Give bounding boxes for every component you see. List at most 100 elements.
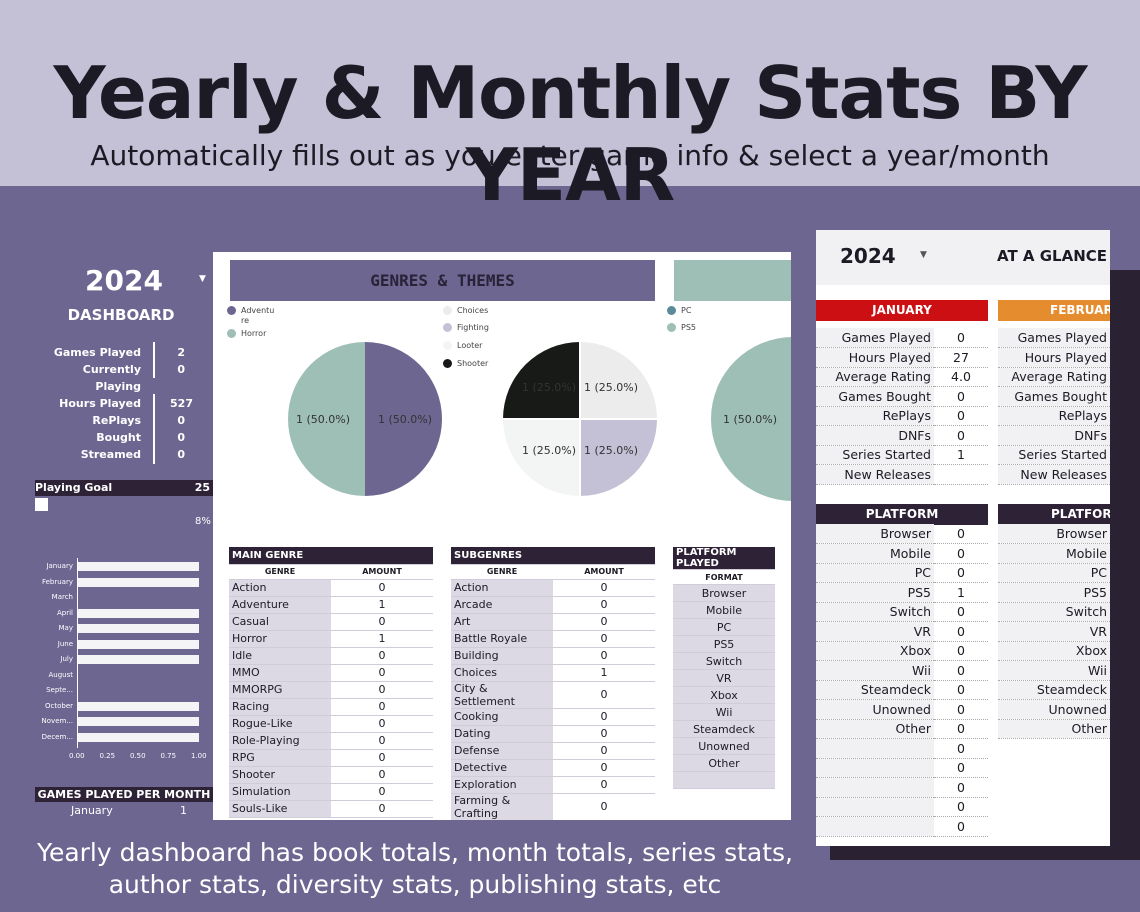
genre-cell: Casual <box>229 613 331 631</box>
chevron-down-icon[interactable]: ▼ <box>920 250 927 260</box>
legend-item: PS5 <box>667 323 722 333</box>
genre-cell: Dating <box>451 725 553 743</box>
genre-cell: MMORPG <box>229 681 331 699</box>
table-row <box>673 771 775 789</box>
format-cell: Unowned <box>673 737 775 755</box>
stat-label: Hours Played <box>816 347 934 368</box>
column-header: AMOUNT <box>553 564 655 580</box>
table-row: Unowned <box>673 737 775 755</box>
format-cell: Wii <box>673 703 775 721</box>
stat-label: Hours Played <box>59 397 141 410</box>
table-row: DNFs 0 <box>816 425 988 446</box>
amount-cell: 0 <box>331 681 433 699</box>
stat-label: Games Bought <box>816 386 934 407</box>
stat-value: 0 <box>934 758 988 778</box>
table-row: Browser 0 <box>816 524 988 544</box>
stat-label: PS5 <box>816 582 934 603</box>
genre-cell: Arcade <box>451 596 553 614</box>
table-row: Mobile <box>673 601 775 619</box>
stat-label: VR <box>816 621 934 642</box>
stat-label: PC <box>816 563 934 583</box>
year-label: 2024 <box>840 244 896 268</box>
chevron-down-icon[interactable]: ▼ <box>199 274 206 284</box>
table-row: Series Started <box>998 445 1110 465</box>
table-row: Dating 0 <box>451 725 655 743</box>
stat-label: Average Rating <box>998 367 1110 387</box>
year-label: 2024 <box>85 264 163 297</box>
amount-cell: 0 <box>331 664 433 682</box>
stat-label: Xbox <box>816 641 934 661</box>
table-row: Other <box>998 719 1110 739</box>
pie-data-label: 1 (25.0%) <box>584 381 638 394</box>
stat-label: Steamdeck <box>998 680 1110 700</box>
column-header: AMOUNT <box>331 564 433 580</box>
goal-checkbox[interactable] <box>35 498 48 511</box>
table-row: Games Bought <box>998 386 1110 407</box>
month-label: October <box>44 701 73 710</box>
dashboard-panel: 2024 ▼ DASHBOARD Games Played 2 Currentl… <box>35 252 213 820</box>
dashboard-title: DASHBOARD <box>67 306 175 324</box>
table-row: Choices 1 <box>451 664 655 682</box>
month-label: February <box>41 577 73 586</box>
genre-cell: Rogue-Like <box>229 715 331 733</box>
genre-cell: Adventure <box>229 596 331 614</box>
amount-cell: 0 <box>553 579 655 597</box>
stat-label: Mobile <box>816 543 934 564</box>
stat-label: RePlays <box>998 406 1110 426</box>
stat-label: Browser <box>998 524 1110 544</box>
at-a-glance-panel: 2024 ▼ AT A GLANCE JANUARY FEBRUARY Game… <box>816 230 1110 846</box>
footer-line-2: author stats, diversity stats, publishin… <box>108 870 722 899</box>
stat-value: 0 <box>934 386 988 407</box>
goal-label: Playing Goal <box>35 481 113 494</box>
table-row: PS5 <box>998 582 1110 603</box>
table-row: 0 <box>816 738 988 759</box>
table-row: Xbox <box>673 686 775 704</box>
month-label: Septe... <box>46 686 73 694</box>
stat-label: Series Started <box>998 445 1110 465</box>
stat-value: 0 <box>934 602 988 622</box>
format-cell: Other <box>673 754 775 772</box>
genre-cell: Souls-Like <box>229 800 331 818</box>
table-row: Steamdeck <box>998 680 1110 700</box>
pie-data-label: 1 (25.0%) <box>584 444 638 457</box>
table-row: Battle Royale 0 <box>451 630 655 648</box>
month-bar <box>77 577 199 587</box>
table-row: DNFs <box>998 425 1110 446</box>
stat-value: 0 <box>934 680 988 700</box>
amount-cell: 0 <box>331 732 433 750</box>
amount-cell: 0 <box>553 647 655 665</box>
format-cell: Mobile <box>673 601 775 619</box>
stat-label: Unowned <box>816 699 934 720</box>
amount-cell: 0 <box>553 708 655 726</box>
column-header: GENRE <box>229 564 331 580</box>
table-row: 0 <box>816 816 988 837</box>
table-row: 0 <box>816 777 988 798</box>
stat-value: 0 <box>934 660 988 681</box>
format-cell: Xbox <box>673 686 775 704</box>
month-header-february: FEBRUARY <box>998 300 1110 321</box>
genre-cell: Action <box>229 579 331 597</box>
games-per-month-header: GAMES PLAYED PER MONTH <box>35 787 213 802</box>
table-row: 0 <box>816 797 988 817</box>
table-title: MAIN GENRE <box>229 547 433 565</box>
month-bar <box>77 639 199 649</box>
subgenres-table: SUBGENRES GENRE AMOUNT Action 0 Arcade 0 Art 0… <box>451 547 655 820</box>
table-row: Games Played 0 <box>816 328 988 348</box>
stat-label <box>816 738 934 759</box>
genre-cell: Cooking <box>451 708 553 726</box>
table-row: VR 0 <box>816 621 988 642</box>
table-row: Arcade 0 <box>451 596 655 614</box>
column-header: FORMAT <box>673 569 775 585</box>
table-row: Switch <box>673 652 775 670</box>
genre-cell: Simulation <box>229 783 331 801</box>
legend-dot-icon <box>443 359 452 368</box>
platform-played-table: PLATFORM PLAYED FORMAT Browser Mobile PC PS… <box>673 547 775 789</box>
amount-cell: 0 <box>331 647 433 665</box>
amount-cell: 1 <box>331 596 433 614</box>
stat-label: Switch <box>998 602 1110 622</box>
legend-item: Horror <box>227 329 282 339</box>
stat-label: PC <box>998 563 1110 583</box>
genre-cell: Farming & Crafting <box>451 793 553 820</box>
table-row: Xbox <box>998 641 1110 661</box>
stat-label: Switch <box>816 602 934 622</box>
